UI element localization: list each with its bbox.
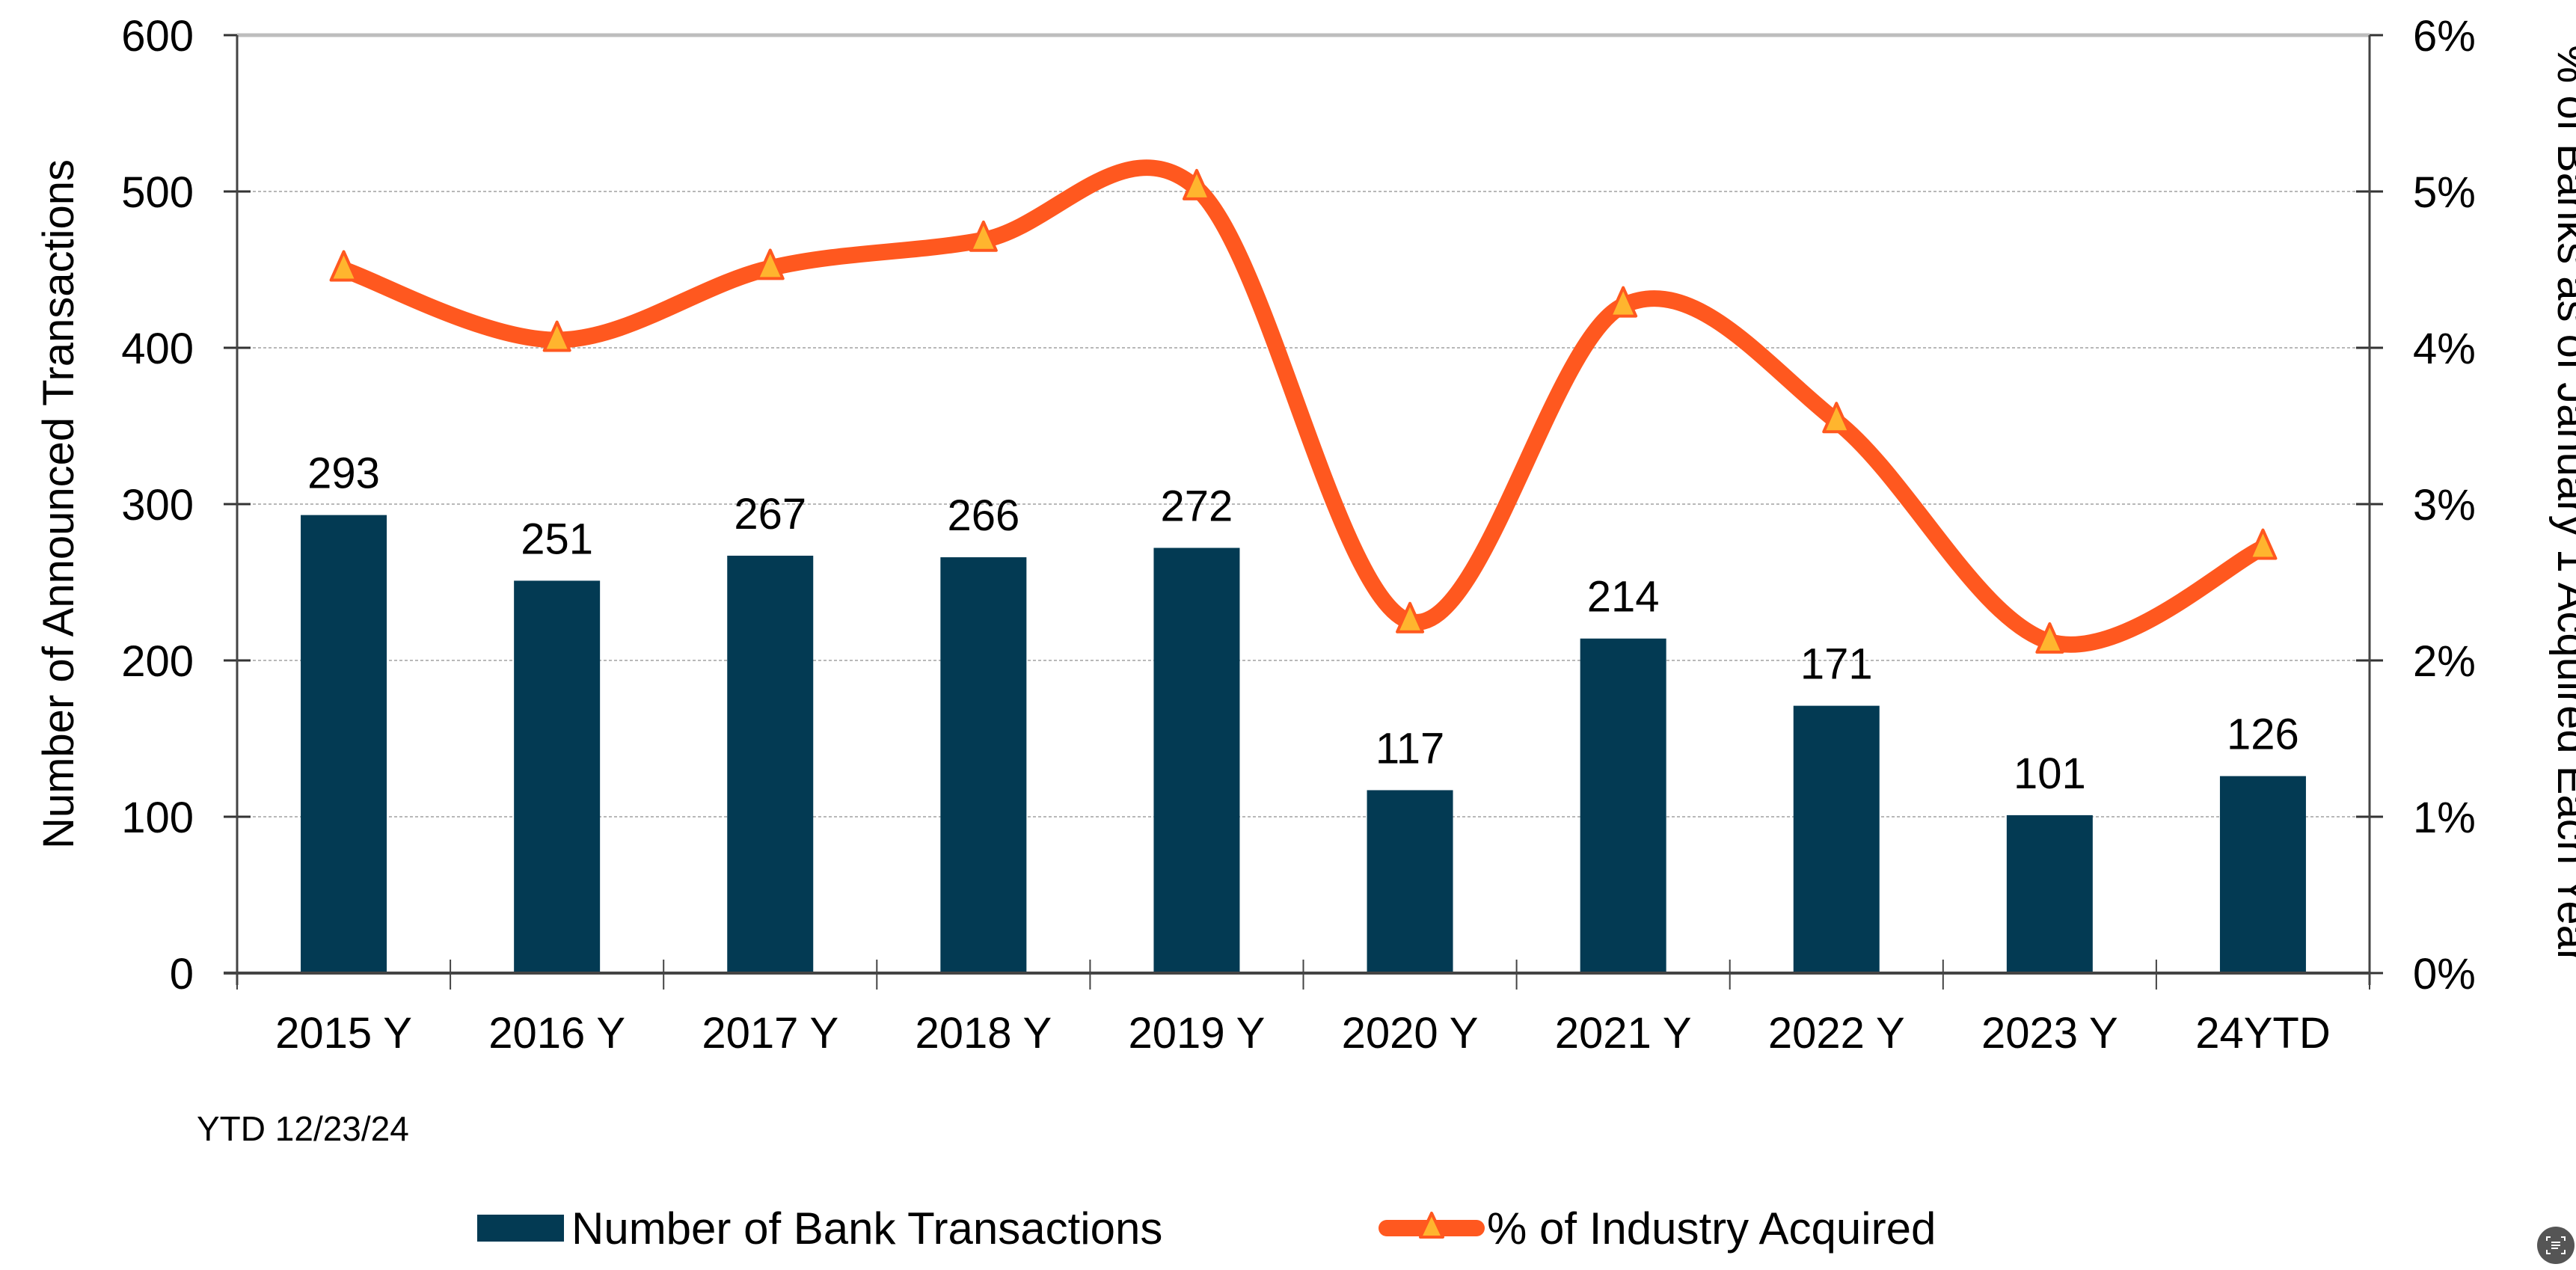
line-point-marker — [1182, 168, 1211, 200]
text-scan-icon — [2546, 1236, 2566, 1254]
y-tick-label-left: 200 — [121, 637, 194, 686]
line-point-marker — [329, 250, 358, 282]
bar — [1367, 790, 1453, 973]
y-tick-label-right: 6% — [2413, 12, 2476, 61]
legend-bar-swatch — [477, 1215, 564, 1242]
bar — [2006, 815, 2093, 973]
data-labels: 293 251 267 266 272 117 214 171 101 126 — [307, 450, 2299, 798]
bar — [301, 515, 387, 973]
line-point-marker — [1822, 402, 1851, 434]
legend-item-bank-transactions: Number of Bank Transactions — [477, 1198, 1162, 1258]
line-point-marker — [755, 248, 785, 280]
bar-value-label: 272 — [1161, 482, 1233, 531]
legend-label-bank-transactions: Number of Bank Transactions — [571, 1203, 1163, 1254]
x-tick-label: 2022 Y — [1768, 1009, 1905, 1058]
bar-value-label: 171 — [1800, 640, 1873, 689]
bar-value-label: 101 — [2014, 749, 2086, 798]
line-point-marker — [1609, 286, 1638, 318]
text-scan-button[interactable] — [2537, 1227, 2575, 1264]
y-axis-title-right: % of Banks as of January 1 Acquired Each… — [2548, 45, 2576, 963]
y-tick-label-right: 5% — [2413, 168, 2476, 217]
y-tick-label-left: 400 — [121, 325, 194, 373]
line-point-marker — [2035, 622, 2064, 654]
bar — [514, 580, 601, 973]
x-tick-label: 2023 Y — [1981, 1009, 2118, 1058]
bar — [1793, 705, 1880, 973]
bar — [1153, 547, 1240, 973]
ytd-footnote: YTD 12/23/24 — [197, 1109, 409, 1148]
y-tick-label-right: 4% — [2413, 325, 2476, 373]
bar-value-label: 266 — [947, 491, 1019, 540]
y-axis-title-left: Number of Announced Transactions — [34, 159, 83, 849]
axes — [224, 33, 2383, 990]
x-tick-label: 2021 Y — [1555, 1009, 1692, 1058]
y-tick-label-left: 300 — [121, 481, 194, 530]
line-point-marker — [969, 220, 998, 252]
legend-line-swatch — [1379, 1212, 1485, 1239]
x-tick-label: 2020 Y — [1342, 1009, 1479, 1058]
bar-value-label: 214 — [1587, 573, 1660, 622]
bar-value-label: 293 — [307, 450, 380, 498]
bar-value-label: 267 — [734, 490, 806, 539]
bar — [940, 557, 1027, 973]
y-tick-label-left: 0 — [170, 950, 194, 998]
y-tick-label-left: 600 — [121, 12, 194, 61]
line-path — [335, 159, 2272, 653]
y-tick-label-left: 500 — [121, 168, 194, 217]
x-tick-label: 24YTD — [2195, 1009, 2331, 1058]
y-tick-label-right: 2% — [2413, 637, 2476, 686]
x-tick-label: 2015 Y — [275, 1009, 412, 1058]
y-tick-label-right: 1% — [2413, 794, 2476, 842]
x-tick-label: 2019 Y — [1129, 1009, 1266, 1058]
bar-value-label: 251 — [521, 515, 593, 563]
line-point-marker — [542, 320, 571, 352]
bar-value-label: 126 — [2227, 711, 2299, 759]
bar-value-label: 117 — [1376, 724, 1444, 773]
legend-label-industry-acquired: % of Industry Acquired — [1487, 1203, 1936, 1254]
bar — [1580, 638, 1666, 973]
line-point-marker — [1396, 601, 1425, 634]
y-tick-label-left: 100 — [121, 794, 194, 842]
tick-labels: 0 0% 100 1% 200 2% 300 3% 400 4% 500 5% 600 6% 2015 Y 2… — [121, 12, 2476, 1058]
bar — [727, 555, 814, 973]
legend: Number of Bank Transactions % of Industr… — [0, 1198, 2576, 1258]
x-tick-label: 2017 Y — [702, 1009, 838, 1058]
legend-item-industry-acquired: % of Industry Acquired — [1376, 1198, 1936, 1258]
y-tick-label-right: 3% — [2413, 481, 2476, 530]
bar — [2219, 776, 2306, 973]
x-tick-label: 2016 Y — [488, 1009, 625, 1058]
line-series — [329, 159, 2278, 654]
line-point-marker — [2248, 528, 2278, 560]
y-tick-label-right: 0% — [2413, 950, 2476, 998]
bar-series — [301, 515, 2306, 973]
x-tick-label: 2018 Y — [915, 1009, 1052, 1058]
